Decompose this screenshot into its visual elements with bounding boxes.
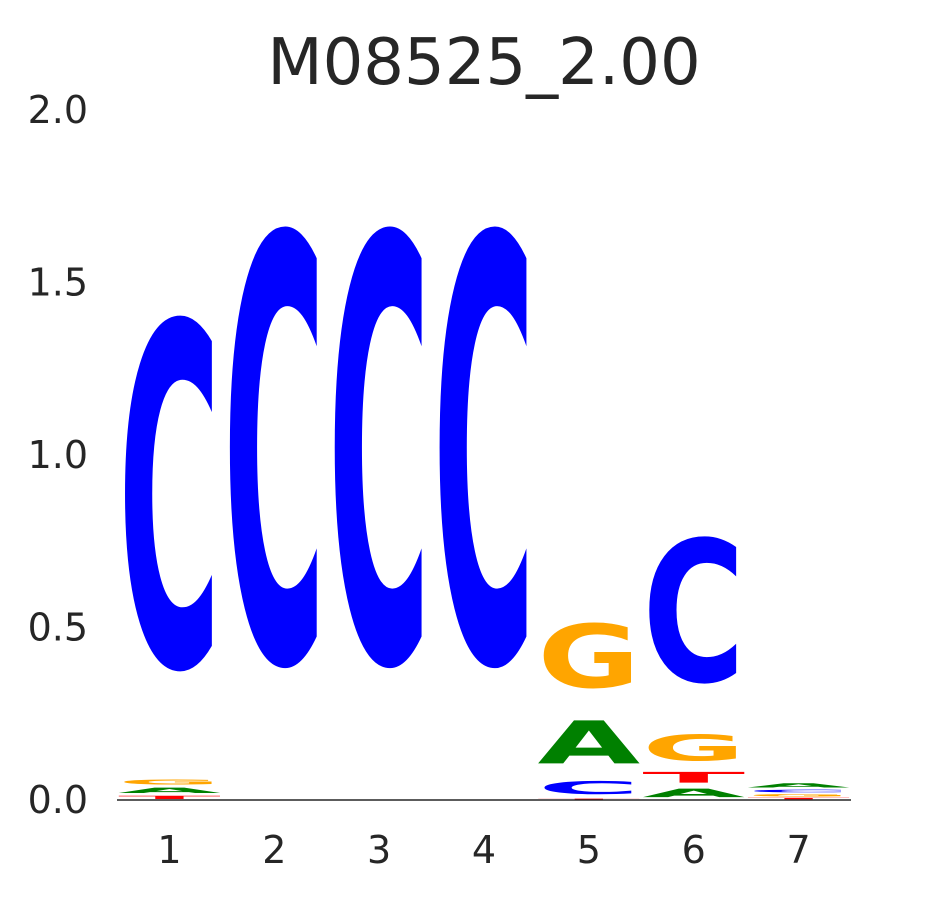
chart-title: M08525_2.00 bbox=[267, 26, 700, 100]
x-tick-label: 5 bbox=[577, 828, 601, 872]
x-tick-label: 3 bbox=[367, 828, 391, 872]
logo-letter-t-pos-7: T bbox=[747, 797, 850, 800]
x-tick-label: 6 bbox=[682, 828, 706, 872]
y-axis-ticks: 0.0 0.5 1.0 1.5 2.0 bbox=[28, 88, 88, 822]
x-tick-label: 7 bbox=[786, 828, 810, 872]
logo-letter-c-pos-5: C bbox=[537, 778, 640, 799]
logo-letter-g-pos-1: G bbox=[118, 778, 221, 787]
logo-letter-c-pos-3: C bbox=[328, 119, 431, 798]
y-tick-label: 1.5 bbox=[28, 261, 88, 305]
logo-letter-c-pos-1: C bbox=[118, 228, 221, 776]
logo-letter-c-pos-2: C bbox=[223, 119, 326, 798]
x-tick-label: 2 bbox=[262, 828, 286, 872]
logo-letter-g-pos-7: G bbox=[747, 793, 850, 797]
y-tick-label: 0.0 bbox=[28, 778, 88, 822]
logo-letter-t-pos-6: T bbox=[642, 769, 745, 786]
y-tick-label: 1.0 bbox=[28, 433, 88, 477]
logo-letter-t-pos-1: T bbox=[118, 795, 221, 800]
logo-letter-c-pos-4: C bbox=[433, 119, 536, 798]
y-tick-label: 2.0 bbox=[28, 88, 88, 132]
logo-letter-c-pos-7: C bbox=[747, 789, 850, 793]
x-axis-ticks: 1 2 3 4 5 6 7 bbox=[157, 828, 810, 872]
logo-letter-a-pos-5: A bbox=[537, 709, 640, 777]
logo-letter-a-pos-6: A bbox=[642, 786, 745, 800]
logo-letter-a-pos-1: A bbox=[118, 786, 221, 795]
y-tick-label: 0.5 bbox=[28, 606, 88, 650]
logo-letter-a-pos-7: A bbox=[747, 782, 850, 789]
logo-letter-t-pos-5: T bbox=[537, 798, 640, 800]
x-tick-label: 4 bbox=[472, 828, 496, 872]
logo-letter-g-pos-5: G bbox=[537, 608, 640, 709]
logo-letter-g-pos-6: G bbox=[642, 728, 745, 769]
x-tick-label: 1 bbox=[157, 828, 181, 872]
logo-letter-c-pos-6: C bbox=[642, 501, 745, 727]
